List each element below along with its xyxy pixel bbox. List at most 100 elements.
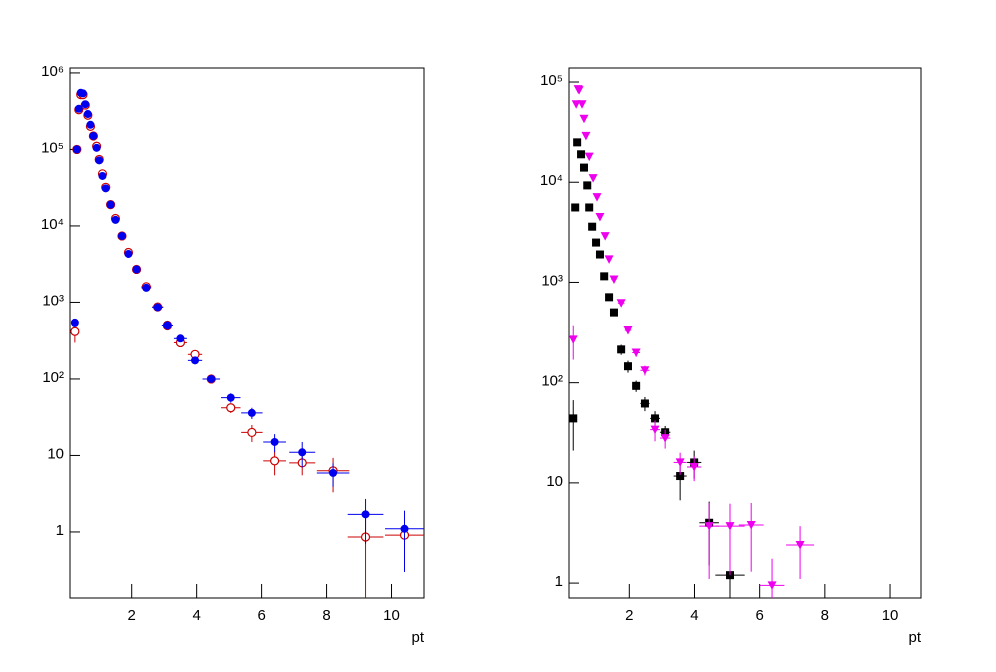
x-tick-label: 10	[882, 607, 899, 624]
point	[95, 156, 104, 165]
point	[78, 89, 87, 98]
point	[595, 212, 605, 222]
y-tick-label: 10²	[42, 369, 64, 386]
point	[101, 184, 110, 193]
point	[400, 524, 409, 533]
point	[584, 152, 594, 162]
y-tick-label: 10⁵	[41, 139, 64, 156]
point	[651, 414, 660, 423]
point	[640, 399, 649, 408]
point	[153, 303, 162, 312]
point	[298, 448, 307, 457]
x-tick-label: 4	[192, 607, 200, 624]
x-tick-label: 6	[755, 607, 763, 624]
point	[270, 456, 280, 466]
frame	[69, 67, 425, 599]
point	[270, 437, 279, 446]
point	[767, 581, 777, 590]
y-tick-label: 1	[555, 573, 563, 590]
point	[609, 308, 618, 317]
point	[83, 110, 92, 119]
point	[600, 272, 609, 281]
point	[574, 86, 584, 95]
point	[588, 174, 598, 183]
point	[623, 362, 632, 371]
y-tick-label: 10⁶	[41, 63, 64, 80]
point	[571, 203, 580, 212]
point	[592, 193, 602, 202]
point	[247, 427, 257, 438]
point	[704, 522, 714, 531]
point	[569, 414, 578, 423]
x-tick-label: 2	[625, 607, 633, 624]
plot-area	[569, 85, 815, 598]
point	[72, 145, 81, 154]
y-tick-label: 10	[546, 473, 563, 490]
y-tick-label: 10²	[541, 373, 563, 390]
point	[579, 163, 588, 172]
point	[676, 472, 685, 481]
point	[226, 403, 236, 413]
point	[616, 299, 626, 308]
panel: 2 4 6 8 10 1 10 10² 10³ 10⁴ 10⁵ 10⁶ pt	[41, 63, 425, 646]
point	[660, 434, 670, 443]
point	[600, 232, 610, 241]
point	[617, 345, 626, 354]
point	[89, 131, 98, 140]
point	[579, 114, 589, 124]
point	[329, 468, 338, 477]
point	[361, 510, 370, 519]
x-tick-label: 10	[383, 607, 400, 624]
point	[577, 150, 586, 159]
point	[98, 171, 107, 180]
y-tick-label: 10³	[541, 272, 563, 289]
point	[92, 143, 101, 152]
point	[124, 249, 133, 258]
y-tick-label: 1	[56, 522, 64, 539]
x-tick-label: 8	[821, 607, 829, 624]
point	[595, 250, 604, 259]
point	[132, 265, 141, 274]
point	[81, 100, 90, 109]
point	[725, 522, 735, 531]
y-tick-label: 10⁴	[41, 216, 64, 233]
point	[74, 104, 83, 113]
x-axis-label: pt	[411, 629, 424, 646]
point	[605, 293, 614, 302]
frame	[568, 67, 922, 599]
point	[117, 231, 126, 240]
point	[86, 120, 95, 129]
panel: 2 4 6 8 10 1 10 10² 10³ 10⁴ 10⁵ pt	[540, 67, 922, 646]
point	[176, 334, 185, 343]
y-tick-label: 10⁵	[540, 72, 563, 89]
plot-area	[70, 88, 424, 598]
point	[573, 138, 582, 147]
x-tick-label: 6	[257, 607, 265, 624]
point	[623, 326, 633, 335]
point	[191, 356, 200, 365]
x-axis-label: pt	[908, 629, 921, 646]
point	[609, 275, 619, 285]
point	[111, 215, 120, 224]
point	[142, 283, 151, 292]
point	[640, 366, 650, 375]
point	[163, 321, 172, 330]
x-tick-label: 4	[690, 607, 698, 624]
point	[571, 100, 581, 109]
y-tick-label: 10⁴	[540, 172, 563, 189]
point	[588, 222, 597, 231]
point	[70, 326, 80, 336]
point	[577, 100, 587, 109]
point	[795, 540, 805, 550]
point	[226, 393, 235, 402]
x-tick-label: 8	[322, 607, 330, 624]
point	[106, 200, 115, 209]
point	[650, 425, 660, 435]
point	[207, 374, 216, 383]
point	[581, 131, 591, 141]
point	[604, 255, 614, 264]
y-tick-label: 10³	[42, 292, 64, 309]
point	[247, 408, 256, 417]
